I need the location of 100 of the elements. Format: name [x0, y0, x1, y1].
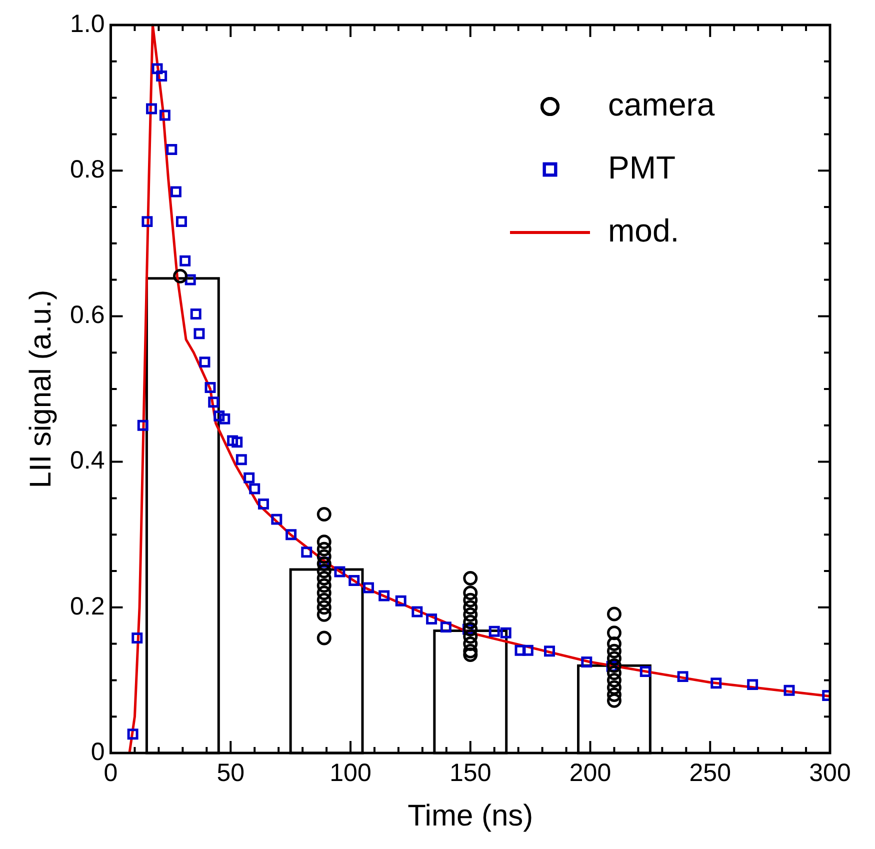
- legend-label: mod.: [608, 212, 680, 248]
- point: [271, 514, 282, 525]
- point: [426, 614, 438, 625]
- point: [142, 216, 153, 228]
- y-tick-label: 0.8: [70, 155, 105, 184]
- y-tick-label: 0.2: [70, 592, 105, 620]
- point: [522, 644, 534, 656]
- point: [316, 607, 332, 622]
- x-tick-label: 250: [689, 758, 731, 787]
- point: [463, 629, 478, 644]
- y-tick-label: 0: [90, 738, 105, 766]
- point: [316, 592, 332, 608]
- point: [677, 671, 688, 682]
- point: [606, 626, 622, 640]
- point: [440, 622, 452, 633]
- point: [463, 614, 478, 630]
- point: [258, 498, 269, 510]
- point: [784, 684, 795, 696]
- point: [316, 586, 332, 600]
- point: [606, 666, 622, 680]
- x-axis-title: Time (ns): [408, 799, 534, 832]
- x-tick-label: 50: [216, 758, 245, 787]
- point: [378, 590, 390, 602]
- point: [316, 571, 332, 586]
- point: [301, 546, 312, 558]
- point: [127, 728, 138, 740]
- point: [244, 472, 255, 484]
- legend-label: PMT: [608, 149, 676, 186]
- point: [395, 595, 406, 606]
- y-axis-title: LII signal (a.u.): [24, 290, 58, 488]
- point: [463, 644, 478, 658]
- point: [463, 600, 478, 615]
- point: [362, 582, 374, 594]
- point: [412, 606, 423, 618]
- point: [500, 627, 512, 638]
- point: [208, 396, 220, 408]
- point: [180, 255, 191, 266]
- point: [606, 658, 622, 673]
- point: [214, 410, 225, 422]
- point: [606, 644, 622, 658]
- point: [170, 186, 182, 198]
- x-tick-label: 100: [330, 758, 372, 787]
- point: [747, 679, 758, 690]
- legend-label: camera: [608, 86, 715, 122]
- point: [204, 382, 216, 394]
- y-tick-label: 0.6: [70, 301, 105, 330]
- point: [286, 529, 297, 540]
- point: [463, 636, 478, 652]
- point: [463, 647, 478, 662]
- x-tick-label: 300: [809, 758, 851, 787]
- point: [316, 600, 332, 615]
- point: [152, 63, 163, 74]
- point: [173, 268, 188, 284]
- point: [316, 564, 332, 578]
- point: [606, 651, 622, 666]
- point: [146, 103, 158, 114]
- point: [227, 435, 238, 446]
- point: [132, 632, 143, 644]
- point: [606, 636, 622, 652]
- point: [316, 578, 332, 593]
- point: [190, 308, 202, 320]
- point: [137, 420, 148, 431]
- point: [581, 656, 592, 668]
- point: [176, 216, 187, 228]
- point: [316, 506, 332, 522]
- point: [316, 630, 332, 646]
- y-tick-label: 0.4: [70, 446, 105, 475]
- point: [156, 70, 168, 82]
- point: [236, 454, 247, 466]
- x-tick-label: 150: [450, 758, 492, 787]
- point: [710, 678, 722, 689]
- point: [544, 646, 555, 657]
- point: [463, 622, 478, 636]
- point: [606, 680, 622, 695]
- point: [219, 413, 230, 424]
- point: [199, 356, 210, 368]
- point: [316, 556, 332, 571]
- point: [606, 693, 622, 708]
- point: [606, 606, 622, 622]
- x-tick-label: 200: [569, 758, 612, 787]
- point: [166, 144, 178, 155]
- point: [159, 110, 170, 121]
- point: [606, 672, 622, 688]
- point: [514, 644, 526, 656]
- y-tick-label: 1.0: [70, 10, 105, 38]
- point: [463, 571, 478, 586]
- point: [640, 666, 651, 677]
- point: [194, 328, 205, 340]
- point: [463, 592, 478, 608]
- point: [488, 626, 500, 637]
- point: [606, 688, 622, 702]
- point: [316, 534, 332, 550]
- point: [348, 574, 360, 586]
- point: [316, 549, 332, 564]
- point: [463, 586, 478, 600]
- point: [249, 483, 260, 494]
- point: [232, 436, 243, 448]
- point: [334, 566, 346, 578]
- point: [463, 607, 478, 622]
- point: [316, 542, 332, 556]
